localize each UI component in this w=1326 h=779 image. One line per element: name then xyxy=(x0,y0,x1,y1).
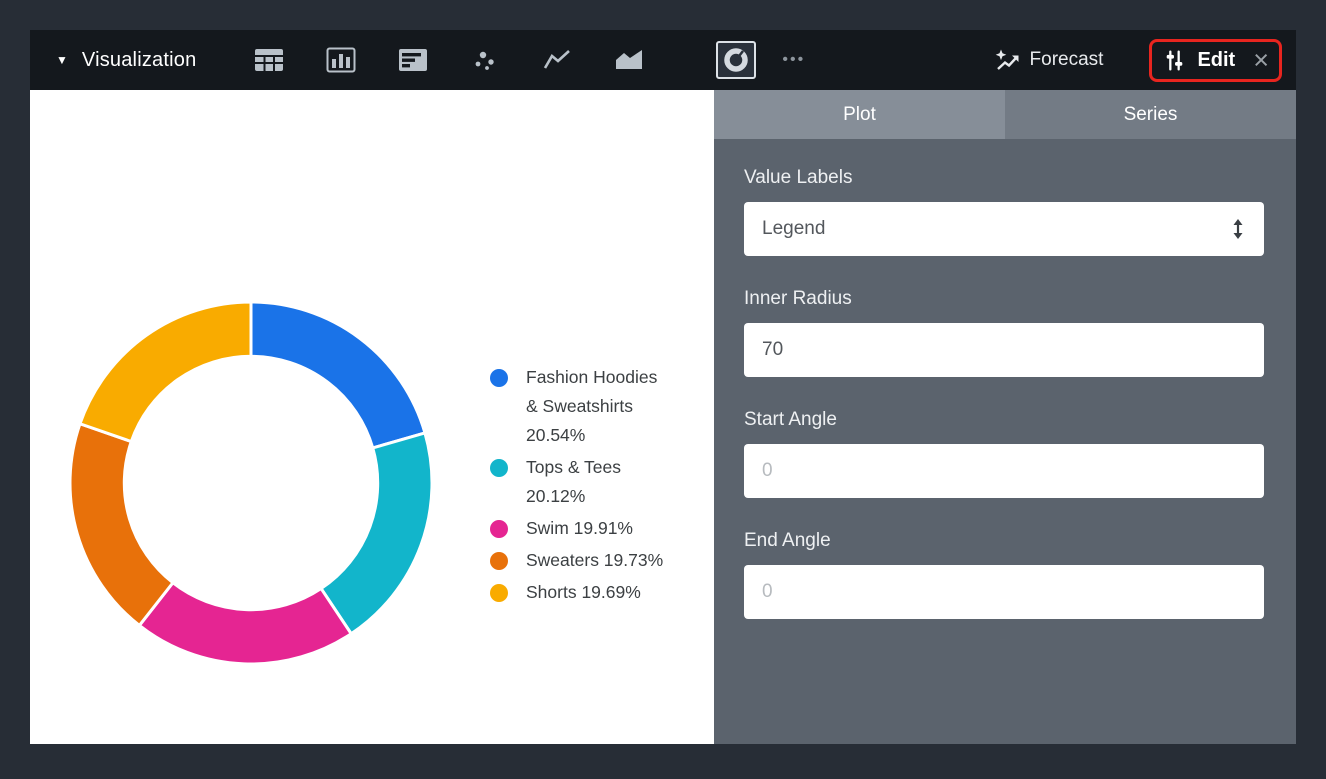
legend-swatch-icon xyxy=(490,584,508,602)
table-icon[interactable] xyxy=(252,44,286,76)
edit-label: Edit xyxy=(1197,48,1236,71)
legend-item[interactable]: Swim 19.91% xyxy=(490,514,664,543)
value-labels-select[interactable]: Legend xyxy=(744,202,1264,256)
legend-label: Fashion Hoodies & Sweatshirts 20.54% xyxy=(526,367,658,445)
legend-item[interactable]: Shorts 19.69% xyxy=(490,578,664,607)
legend-item[interactable]: Fashion Hoodies & Sweatshirts 20.54% xyxy=(490,363,664,450)
end-angle-input[interactable] xyxy=(744,565,1264,619)
plot-settings: Value Labels Legend Inner Radius xyxy=(714,139,1296,651)
donut-slice[interactable] xyxy=(68,421,175,628)
legend-swatch-icon xyxy=(490,552,508,570)
end-angle-block: End Angle xyxy=(744,530,1264,619)
scatter-chart-icon[interactable] xyxy=(468,44,502,76)
legend-item[interactable]: Sweaters 19.73% xyxy=(490,546,664,575)
legend: Fashion Hoodies & Sweatshirts 20.54% Tops… xyxy=(490,363,664,607)
start-angle-block: Start Angle xyxy=(744,409,1264,498)
start-angle-label: Start Angle xyxy=(744,409,837,430)
unfold-more-icon xyxy=(1233,219,1243,239)
start-angle-input[interactable] xyxy=(744,444,1264,498)
more-options-icon[interactable]: ••• xyxy=(782,51,806,68)
inner-radius-label: Inner Radius xyxy=(744,288,852,309)
value-labels-selected-value: Legend xyxy=(762,218,826,239)
chart-type-picker xyxy=(252,41,757,79)
donut-slice[interactable] xyxy=(137,580,354,665)
donut-slice[interactable] xyxy=(249,299,427,450)
donut-chart-icon[interactable] xyxy=(716,41,757,79)
legend-swatch-icon xyxy=(490,369,508,387)
forecast-icon xyxy=(995,49,1019,70)
legend-label: Sweaters 19.73% xyxy=(526,550,664,570)
legend-swatch-icon xyxy=(490,520,508,538)
edit-button-highlighted[interactable]: Edit × xyxy=(1149,38,1282,82)
column-chart-icon[interactable] xyxy=(324,44,358,76)
bar-chart-icon[interactable] xyxy=(396,44,430,76)
tune-icon xyxy=(1167,50,1183,70)
legend-swatch-icon xyxy=(490,459,508,477)
legend-label: Tops & Tees 20.12% xyxy=(526,457,622,506)
donut-chart xyxy=(66,298,436,673)
inner-radius-block: Inner Radius xyxy=(744,288,1264,377)
visualization-window: ▼ Visualization xyxy=(30,30,1296,744)
area-chart-icon[interactable] xyxy=(612,44,646,76)
legend-label: Swim 19.91% xyxy=(526,518,633,538)
end-angle-label: End Angle xyxy=(744,530,831,551)
forecast-label: Forecast xyxy=(1029,49,1104,70)
visualization-title: Visualization xyxy=(81,48,197,71)
value-labels-label: Value Labels xyxy=(744,167,853,188)
close-icon[interactable]: × xyxy=(1253,44,1269,75)
tab-series[interactable]: Series xyxy=(1005,90,1296,139)
content-row: Fashion Hoodies & Sweatshirts 20.54% Tops… xyxy=(30,90,1296,744)
forecast-button[interactable]: Forecast xyxy=(994,48,1104,72)
legend-label: Shorts 19.69% xyxy=(526,582,641,602)
chart-canvas: Fashion Hoodies & Sweatshirts 20.54% Tops… xyxy=(30,90,714,744)
inner-radius-input[interactable] xyxy=(744,323,1264,377)
collapse-caret-icon[interactable]: ▼ xyxy=(56,53,68,67)
line-chart-icon[interactable] xyxy=(540,44,574,76)
donut-slice[interactable] xyxy=(78,299,253,443)
panel-tabs: Plot Series xyxy=(714,90,1296,139)
viz-settings-panel: Plot Series Value Labels Legend xyxy=(714,90,1296,744)
visualization-toolbar: ▼ Visualization xyxy=(30,30,1296,90)
tab-plot[interactable]: Plot xyxy=(714,90,1005,139)
value-labels-block: Value Labels Legend xyxy=(744,167,1264,256)
donut-slice[interactable] xyxy=(319,430,434,636)
legend-item[interactable]: Tops & Tees 20.12% xyxy=(490,453,664,511)
